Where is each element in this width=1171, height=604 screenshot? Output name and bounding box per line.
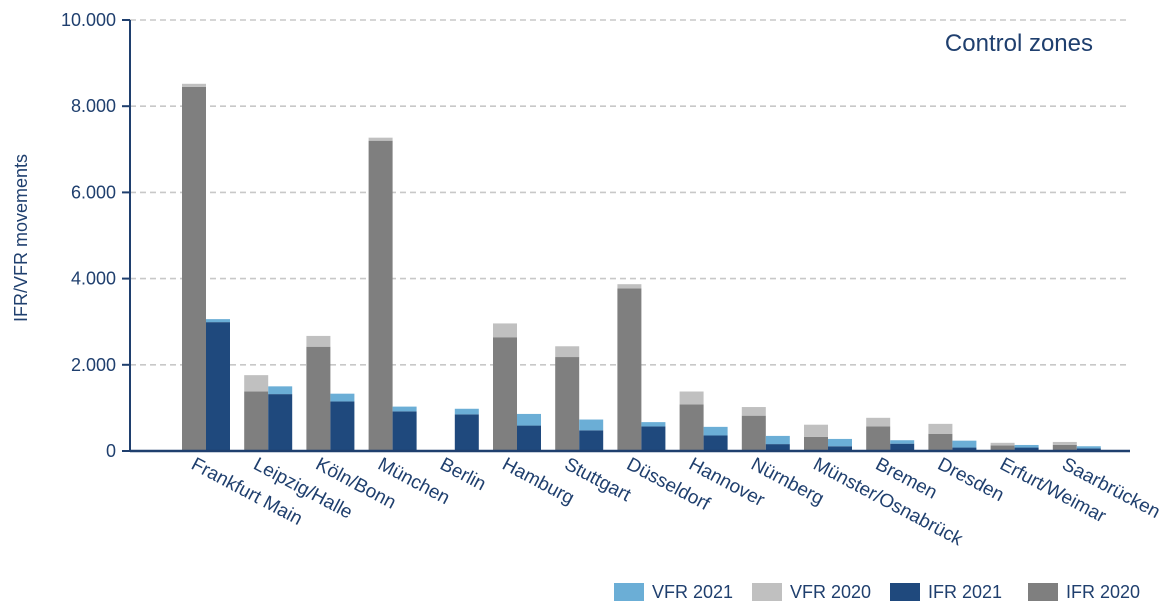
bar-ifr-2020 <box>182 86 206 452</box>
bar-vfr-2020 <box>741 407 766 416</box>
bar-ifr-2020 <box>368 140 393 451</box>
y-tick-label: 8.000 <box>71 96 116 116</box>
bar-vfr-2020 <box>804 424 828 437</box>
bar-ifr-2021 <box>703 435 728 451</box>
bar-vfr-2021 <box>454 408 479 415</box>
bar-vfr-2021 <box>890 440 915 444</box>
bar-vfr-2020 <box>617 284 642 289</box>
y-tick-labels: 0 2.000 4.000 6.000 8.000 10.000 <box>61 10 116 461</box>
legend-swatch <box>614 583 644 601</box>
bar-ifr-2021 <box>206 322 230 451</box>
bar-ifr-2021 <box>517 425 541 451</box>
bar-vfr-2021 <box>1076 446 1101 449</box>
bar-ifr-2021 <box>392 411 417 451</box>
bar-ifr-2020 <box>804 436 828 451</box>
bar-ifr-2020 <box>741 415 766 451</box>
bar-vfr-2021 <box>828 438 852 447</box>
bar-vfr-2020 <box>306 335 331 347</box>
y-tick-label: 10.000 <box>61 10 116 30</box>
bar-ifr-2021 <box>1014 447 1039 451</box>
bar-vfr-2020 <box>493 323 517 338</box>
bars <box>182 83 1101 452</box>
bar-ifr-2021 <box>1076 448 1101 451</box>
bar-ifr-2021 <box>765 444 790 451</box>
axes <box>122 19 1130 453</box>
bar-vfr-2021 <box>392 406 417 412</box>
bar-vfr-2020 <box>368 137 393 141</box>
bar-vfr-2021 <box>1014 444 1039 448</box>
bar-ifr-2020 <box>928 433 953 451</box>
bar-vfr-2020 <box>928 423 953 434</box>
bar-vfr-2021 <box>268 386 293 395</box>
bar-vfr-2021 <box>952 440 977 448</box>
bar-ifr-2021 <box>641 426 666 451</box>
legend-label: VFR 2021 <box>652 582 733 602</box>
y-tick-label: 4.000 <box>71 269 116 289</box>
bar-vfr-2020 <box>990 442 1015 446</box>
bar-ifr-2020 <box>244 391 269 451</box>
bar-ifr-2020 <box>679 404 704 451</box>
bar-vfr-2020 <box>182 83 206 87</box>
category-label: Dresden <box>934 454 1007 506</box>
legend-label: IFR 2020 <box>1066 582 1140 602</box>
bar-vfr-2021 <box>703 426 728 436</box>
legend-swatch <box>752 583 782 601</box>
bar-ifr-2021 <box>330 401 355 451</box>
bar-vfr-2021 <box>206 319 230 323</box>
bar-ifr-2020 <box>617 288 642 451</box>
bar-ifr-2021 <box>952 447 977 451</box>
bar-vfr-2020 <box>1052 441 1077 445</box>
category-labels: Frankfurt MainLeipzig/HalleKöln/BonnMünc… <box>188 454 1164 551</box>
bar-vfr-2020 <box>679 391 704 405</box>
bar-ifr-2021 <box>828 446 852 451</box>
bar-vfr-2021 <box>330 393 355 402</box>
bar-vfr-2020 <box>244 375 269 392</box>
legend-swatch <box>890 583 920 601</box>
bar-ifr-2021 <box>454 414 479 451</box>
chart-annotation: Control zones <box>945 30 1093 57</box>
bar-vfr-2021 <box>517 413 541 426</box>
bar-ifr-2020 <box>555 357 580 451</box>
bar-vfr-2021 <box>579 419 604 431</box>
bar-ifr-2021 <box>890 443 915 451</box>
bar-vfr-2021 <box>765 435 790 445</box>
bar-vfr-2020 <box>866 417 891 427</box>
legend: VFR 2021 VFR 2020 IFR 2021 IFR 2020 <box>614 582 1140 602</box>
y-tick-label: 2.000 <box>71 355 116 375</box>
y-tick-label: 0 <box>106 441 116 461</box>
bar-ifr-2020 <box>1052 444 1077 451</box>
bar-vfr-2021 <box>641 422 666 427</box>
bar-ifr-2020 <box>306 346 331 451</box>
bar-vfr-2020 <box>555 346 580 358</box>
y-tick-label: 6.000 <box>71 182 116 202</box>
bar-ifr-2020 <box>990 445 1015 451</box>
legend-label: VFR 2020 <box>790 582 871 602</box>
bar-ifr-2021 <box>268 394 293 451</box>
bar-ifr-2020 <box>866 426 891 451</box>
bar-ifr-2021 <box>579 430 604 451</box>
bar-ifr-2020 <box>493 337 517 451</box>
y-axis-label: IFR/VFR movements <box>11 154 31 322</box>
legend-label: IFR 2021 <box>928 582 1002 602</box>
category-label: Erfurt/Weimar <box>996 454 1110 528</box>
legend-swatch <box>1028 583 1058 601</box>
